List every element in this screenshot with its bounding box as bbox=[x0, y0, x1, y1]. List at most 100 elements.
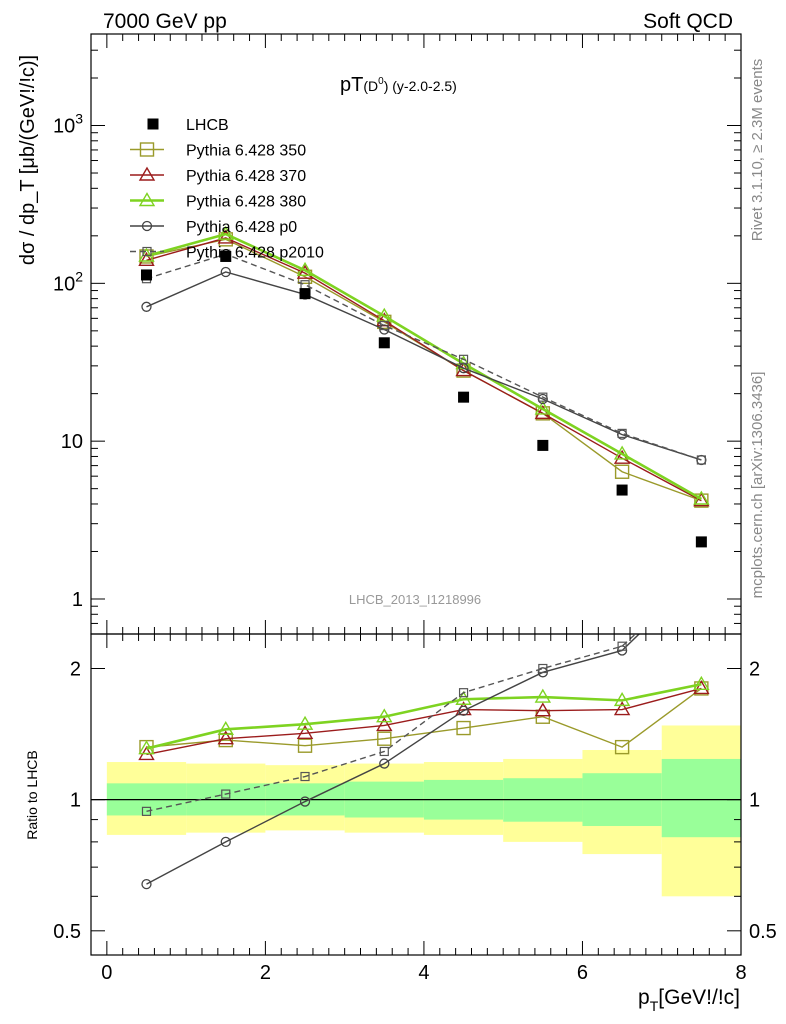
ratio-point-4-5 bbox=[538, 663, 548, 674]
data-point-4-0 bbox=[141, 301, 152, 312]
y-tick-label: 10 bbox=[61, 431, 83, 453]
data-point-5-4 bbox=[458, 354, 469, 364]
data-point-5-2 bbox=[300, 280, 310, 290]
ratio-point-4-7 bbox=[697, 570, 705, 578]
legend-label-2: Pythia 6.428 370 bbox=[186, 168, 306, 185]
ratio-y-tick-label-left: 1 bbox=[70, 790, 81, 812]
x-tick-label: 2 bbox=[260, 962, 271, 984]
data-point-5-6 bbox=[617, 428, 627, 438]
data-point-5-5 bbox=[538, 392, 548, 402]
data-point-2-0 bbox=[138, 251, 155, 266]
series-line-5 bbox=[146, 253, 702, 461]
legend-marker-3 bbox=[138, 192, 156, 207]
ratio-y-ticks: 0.5 0.5 1 1 2 2 bbox=[53, 658, 777, 942]
ratio-point-1-1 bbox=[217, 730, 234, 745]
y-tick-label: 102 bbox=[53, 268, 83, 295]
data-point-0-6 bbox=[616, 484, 628, 496]
legend-marker-1 bbox=[139, 142, 155, 157]
legend-label-5: Pythia 6.428 p2010 bbox=[186, 245, 324, 262]
ratio-point-2-1 bbox=[217, 720, 234, 736]
ratio-point-0-6 bbox=[614, 739, 630, 755]
data-point-3-7 bbox=[693, 490, 710, 505]
x-tick-label: 4 bbox=[418, 962, 429, 984]
ratio-point-0-4 bbox=[456, 720, 471, 736]
ratio-point-2-3 bbox=[376, 708, 393, 723]
ratio-point-0-3 bbox=[377, 731, 392, 746]
ratio-y-tick-label-left: 0.5 bbox=[53, 921, 81, 943]
ratio-series-group bbox=[138, 570, 710, 890]
ratio-y-tick-label-right: 0.5 bbox=[749, 921, 777, 943]
data-point-0-1 bbox=[220, 250, 232, 262]
legend-label-1: Pythia 6.428 350 bbox=[186, 143, 306, 160]
ratio-point-1-7 bbox=[693, 680, 710, 695]
ratio-point-4-0 bbox=[141, 806, 152, 816]
ratio-point-3-0 bbox=[141, 878, 152, 890]
data-point-0-2 bbox=[299, 288, 311, 300]
y-tick-label: 1 bbox=[72, 589, 83, 611]
ratio-point-1-3 bbox=[376, 717, 393, 732]
ratio-point-4-3 bbox=[379, 746, 389, 757]
ratio-point-2-7 bbox=[693, 675, 710, 690]
y-tick-label: 103 bbox=[53, 111, 83, 138]
ratio-point-3-1 bbox=[220, 836, 231, 848]
ratio-point-2-5 bbox=[534, 688, 552, 703]
x-tick-label: 0 bbox=[101, 962, 112, 984]
data-point-0-4 bbox=[458, 391, 470, 403]
ratio-y-tick-label-right: 2 bbox=[749, 658, 760, 680]
ratio-y-tick-label-right: 1 bbox=[749, 790, 760, 812]
series-line-2 bbox=[146, 237, 702, 502]
ratio-point-0-2 bbox=[297, 738, 313, 753]
ratio-line-2 bbox=[146, 683, 702, 750]
ratio-frame bbox=[90, 633, 742, 956]
legend-marker-4 bbox=[141, 220, 153, 232]
analysis-id: LHCB_2013_I1218996 bbox=[349, 592, 481, 607]
data-point-4-1 bbox=[220, 266, 231, 278]
ratio-point-2-2 bbox=[296, 715, 314, 730]
data-point-5-3 bbox=[379, 320, 389, 331]
ratio-point-3-3 bbox=[379, 758, 390, 769]
ratio-y-tick-label-left: 2 bbox=[70, 658, 81, 680]
ratio-line-3 bbox=[146, 634, 641, 885]
data-point-0-7 bbox=[695, 536, 707, 548]
side-mcplots-label: mcplots.cern.ch [arXiv:1306.3436] bbox=[749, 372, 766, 599]
band-green bbox=[661, 758, 741, 838]
x-axis-label: pT[GeV!/!c] bbox=[638, 986, 740, 1014]
ratio-point-1-2 bbox=[296, 724, 314, 740]
ratio-point-2-6 bbox=[613, 691, 631, 707]
ratio-point-2-4 bbox=[455, 690, 472, 705]
ratio-point-3-2 bbox=[299, 796, 311, 807]
data-point-3-1 bbox=[217, 225, 234, 240]
legend: LHCB Pythia 6.428 350 Pythia 6.428 370 Pyth… bbox=[130, 117, 324, 262]
legend-marker-2 bbox=[138, 166, 156, 181]
ratio-point-4-2 bbox=[300, 771, 310, 782]
ratio-point-1-5 bbox=[534, 702, 552, 717]
ratio-line-1 bbox=[146, 687, 702, 756]
data-point-3-6 bbox=[613, 445, 631, 460]
series-line-1 bbox=[146, 238, 702, 502]
x-tick-label: 6 bbox=[577, 962, 588, 984]
data-point-1-6 bbox=[614, 464, 630, 479]
legend-label-3: Pythia 6.428 380 bbox=[186, 194, 306, 211]
data-point-0-5 bbox=[537, 439, 549, 451]
series-line-4 bbox=[146, 271, 702, 461]
legend-label-0: LHCB bbox=[186, 117, 229, 134]
data-point-0-0 bbox=[140, 269, 152, 281]
ratio-line-0 bbox=[146, 687, 702, 748]
main-plot-area: 1 10 102 103 bbox=[53, 33, 742, 635]
x-ticks: 0 2 4 6 8 bbox=[101, 34, 747, 984]
ratio-bands bbox=[106, 725, 741, 897]
ratio-y-axis-label: Ratio to LHCB bbox=[24, 750, 40, 839]
main-y-axis-label: dσ / dp_T [μb/(GeV!/!c)] bbox=[17, 55, 39, 265]
header-right: Soft QCD bbox=[643, 10, 733, 33]
ratio-point-4-1 bbox=[221, 789, 231, 799]
data-point-3-5 bbox=[534, 400, 552, 415]
chart-title: pT(D0) (y-2.0-2.5) bbox=[340, 74, 457, 96]
data-point-0-3 bbox=[378, 337, 390, 349]
data-point-5-7 bbox=[696, 455, 706, 465]
ratio-point-3-4 bbox=[458, 705, 469, 716]
header-left: 7000 GeV pp bbox=[103, 10, 227, 33]
ratio-point-2-0 bbox=[138, 740, 155, 755]
legend-label-4: Pythia 6.428 p0 bbox=[186, 219, 297, 236]
ratio-line-4 bbox=[146, 634, 637, 813]
